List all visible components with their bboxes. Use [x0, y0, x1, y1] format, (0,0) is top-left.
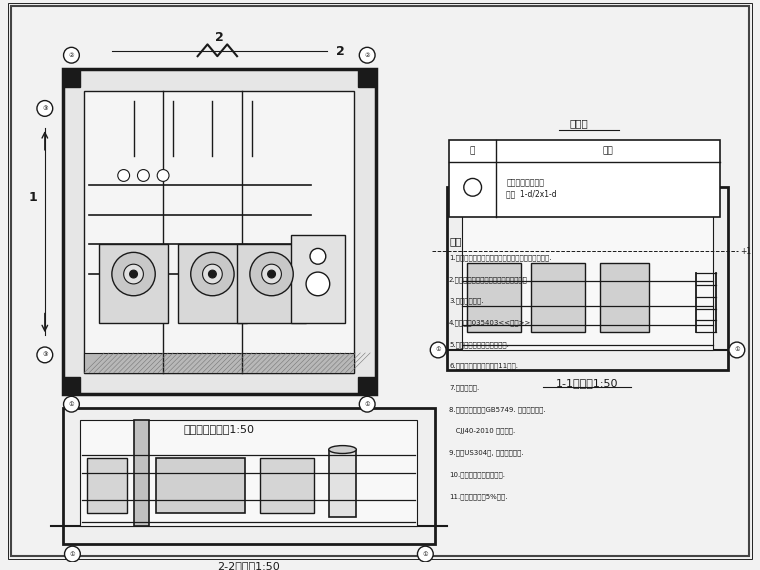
Text: 10.消防消防消防消防消防.: 10.消防消防消防消防消防. — [449, 471, 505, 478]
Text: 1-1剖面图1:50: 1-1剖面图1:50 — [556, 378, 619, 389]
Bar — [134, 420, 149, 527]
Text: ①: ① — [423, 552, 428, 556]
Text: 图例表: 图例表 — [570, 118, 588, 128]
Circle shape — [306, 272, 330, 296]
Bar — [84, 353, 354, 373]
Circle shape — [261, 264, 281, 284]
Circle shape — [64, 47, 79, 63]
Circle shape — [124, 264, 144, 284]
Circle shape — [464, 178, 482, 196]
Bar — [467, 263, 521, 332]
Bar — [84, 91, 354, 373]
Bar — [291, 235, 346, 323]
Circle shape — [64, 396, 79, 412]
Text: +1: +1 — [739, 247, 751, 256]
Text: 说明: 说明 — [603, 146, 613, 156]
Circle shape — [191, 253, 234, 296]
Text: 3.消防设备安装.: 3.消防设备安装. — [449, 298, 483, 304]
Bar — [178, 245, 247, 323]
Bar — [600, 263, 649, 332]
Bar — [358, 377, 376, 394]
Text: 11.消防消防消防5%比例.: 11.消防消防消防5%比例. — [449, 493, 508, 499]
Circle shape — [112, 253, 155, 296]
Bar — [530, 263, 585, 332]
Circle shape — [268, 270, 276, 278]
Text: CJJ40-2010 检验验收.: CJJ40-2010 检验验收. — [449, 428, 515, 434]
Text: 说明: 说明 — [449, 237, 461, 247]
Circle shape — [37, 100, 52, 116]
Text: ①: ① — [734, 348, 739, 352]
Text: 5.消防管道采用消防专用管道.: 5.消防管道采用消防专用管道. — [449, 341, 509, 348]
Bar — [62, 69, 376, 394]
Circle shape — [118, 169, 130, 181]
Bar — [62, 69, 81, 87]
Bar — [462, 202, 713, 350]
Text: ①: ① — [435, 348, 441, 352]
Bar — [87, 458, 127, 512]
Text: ②: ② — [68, 52, 74, 58]
Circle shape — [208, 270, 217, 278]
Text: 符: 符 — [470, 146, 475, 156]
Circle shape — [65, 546, 81, 562]
Circle shape — [130, 270, 138, 278]
Bar — [62, 408, 435, 544]
Circle shape — [157, 169, 169, 181]
Bar — [447, 188, 728, 370]
Bar — [62, 377, 81, 394]
Bar — [237, 245, 306, 323]
Text: 2: 2 — [336, 45, 345, 58]
Text: 9.采用US304钢, 消防管道附件.: 9.采用US304钢, 消防管道附件. — [449, 450, 524, 456]
Circle shape — [310, 249, 326, 264]
Text: 2-2剖面图1:50: 2-2剖面图1:50 — [217, 561, 280, 570]
Text: 给水泵房平面图1:50: 给水泵房平面图1:50 — [184, 424, 255, 434]
Text: 7.混凝土基础.: 7.混凝土基础. — [449, 385, 480, 391]
Bar — [99, 245, 168, 323]
Text: 直径  1-d/2x1-d: 直径 1-d/2x1-d — [506, 190, 557, 199]
Bar — [449, 140, 720, 217]
Text: ①: ① — [364, 402, 370, 406]
Circle shape — [359, 47, 375, 63]
Text: ②: ② — [364, 52, 370, 58]
Bar — [260, 458, 314, 512]
Bar — [329, 450, 356, 516]
Text: ①: ① — [70, 552, 75, 556]
Text: 1.设备基础、管道基础由设备厂方提出要求再行施工.: 1.设备基础、管道基础由设备厂方提出要求再行施工. — [449, 254, 552, 261]
Text: 给排水管道及附件: 给排水管道及附件 — [506, 178, 544, 187]
Ellipse shape — [329, 446, 356, 454]
Text: ③: ③ — [42, 106, 48, 111]
Circle shape — [138, 169, 149, 181]
Bar — [81, 420, 417, 527]
Text: 6.施工、验收按消防规范11执行.: 6.施工、验收按消防规范11执行. — [449, 363, 518, 369]
Text: ③: ③ — [42, 352, 48, 357]
Circle shape — [250, 253, 293, 296]
Text: 2: 2 — [215, 31, 223, 44]
Circle shape — [417, 546, 433, 562]
Text: 4.消防厂门035403<<给排>>.: 4.消防厂门035403<<给排>>. — [449, 319, 534, 326]
Bar — [358, 69, 376, 87]
Circle shape — [203, 264, 222, 284]
Text: 1: 1 — [29, 190, 37, 203]
Circle shape — [359, 396, 375, 412]
Circle shape — [430, 342, 446, 358]
Text: 2.排水沟内全部按图示要求进行防腐处理.: 2.排水沟内全部按图示要求进行防腐处理. — [449, 276, 530, 283]
Text: ①: ① — [68, 402, 74, 406]
Text: 8.消防水池水质按GB5749. 工厂消防用水.: 8.消防水池水质按GB5749. 工厂消防用水. — [449, 406, 546, 413]
Circle shape — [729, 342, 745, 358]
Circle shape — [37, 347, 52, 363]
Bar — [157, 458, 245, 512]
